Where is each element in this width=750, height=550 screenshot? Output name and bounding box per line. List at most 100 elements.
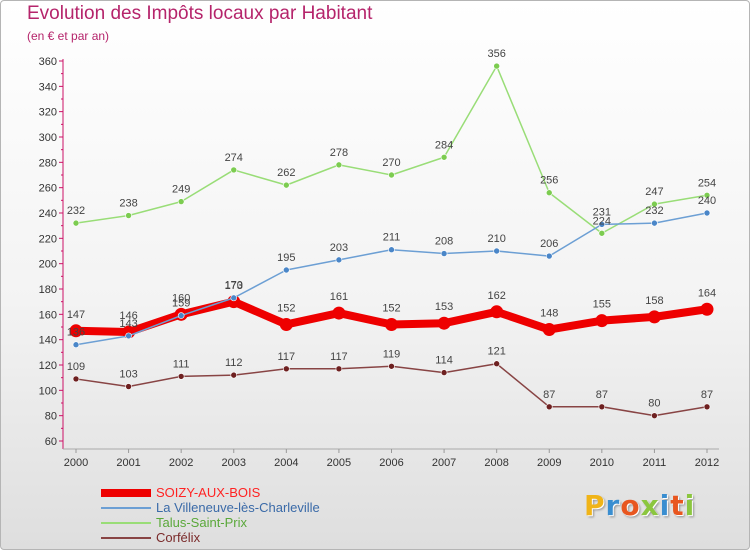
y-tick-label: 160 xyxy=(39,309,57,321)
proxiti-logo: Proxiti xyxy=(584,489,696,522)
y-tick-label: 180 xyxy=(39,284,57,296)
data-point xyxy=(598,221,606,228)
data-point xyxy=(493,247,500,255)
data-label: 158 xyxy=(645,295,663,307)
data-labels-layer: 147 146 160 170 152 161 152 153 162 148 155 158 164 1… xyxy=(67,48,716,410)
data-label: 160 xyxy=(172,292,190,304)
data-label: 249 xyxy=(172,184,190,196)
data-point xyxy=(125,212,132,219)
data-point xyxy=(72,219,80,227)
legend-label: La Villeneuve-lès-Charleville xyxy=(156,500,320,515)
data-point xyxy=(335,161,343,169)
data-label: 164 xyxy=(698,287,716,299)
data-point xyxy=(177,312,185,319)
y-tick-label: 220 xyxy=(39,233,57,245)
data-label: 231 xyxy=(593,206,611,218)
legend-item: Corfélix xyxy=(101,530,421,545)
data-point xyxy=(230,294,238,302)
data-point xyxy=(335,365,343,373)
x-tick-label: 2007 xyxy=(432,457,456,469)
data-point xyxy=(177,198,185,205)
data-point xyxy=(703,403,711,411)
data-label: 146 xyxy=(119,310,137,322)
data-label: 238 xyxy=(119,198,137,210)
data-point xyxy=(595,314,609,328)
x-tick-label: 2011 xyxy=(643,457,667,469)
data-point xyxy=(545,252,553,260)
data-label: 119 xyxy=(383,348,401,360)
data-point xyxy=(437,316,451,330)
legend-item: SOIZY-AUX-BOIS xyxy=(101,485,421,500)
y-tick-label: 280 xyxy=(39,157,57,169)
data-point xyxy=(283,266,290,274)
legend-item: Talus-Saint-Prix xyxy=(101,515,421,530)
x-tick-label: 2010 xyxy=(590,457,614,469)
data-label: 224 xyxy=(593,215,611,227)
data-point xyxy=(385,317,398,331)
data-point xyxy=(703,191,711,199)
x-tick-label: 2004 xyxy=(274,457,298,469)
data-label: 87 xyxy=(701,389,713,401)
series-layer xyxy=(69,62,714,419)
data-label: 87 xyxy=(596,389,608,401)
data-point xyxy=(335,256,343,264)
data-label: 210 xyxy=(487,233,505,245)
data-label: 114 xyxy=(435,355,453,367)
x-tick-label: 2003 xyxy=(222,457,246,469)
data-label: 155 xyxy=(593,299,611,311)
legend-label: SOIZY-AUX-BOIS xyxy=(156,485,261,500)
data-point xyxy=(230,166,238,174)
x-tick-label: 2006 xyxy=(379,457,403,469)
series-1 xyxy=(72,209,711,349)
data-label: 195 xyxy=(277,252,295,264)
data-label: 117 xyxy=(278,351,296,363)
data-label: 80 xyxy=(648,398,660,410)
data-point xyxy=(598,403,606,411)
series-line xyxy=(75,362,708,417)
data-label: 284 xyxy=(435,139,453,151)
data-label: 203 xyxy=(330,242,348,254)
data-point xyxy=(490,305,504,319)
data-label: 152 xyxy=(382,302,400,314)
x-tick-label: 2005 xyxy=(327,457,351,469)
series-2 xyxy=(72,62,711,237)
data-label: 211 xyxy=(383,232,401,244)
x-tick-label: 2008 xyxy=(484,457,508,469)
data-label: 274 xyxy=(225,152,243,164)
data-point xyxy=(388,362,395,370)
y-tick-label: 300 xyxy=(39,132,57,144)
y-tick-label: 340 xyxy=(39,81,57,93)
x-tick-label: 2002 xyxy=(169,457,193,469)
y-tick-label: 100 xyxy=(39,385,57,397)
data-label: 256 xyxy=(540,175,558,187)
data-point xyxy=(388,171,395,179)
legend-swatch xyxy=(101,537,151,539)
data-point xyxy=(493,62,500,70)
data-point xyxy=(651,200,658,208)
data-point xyxy=(647,310,661,324)
data-point xyxy=(703,209,711,217)
data-label: 87 xyxy=(543,389,555,401)
legend-swatch xyxy=(101,489,151,497)
data-point xyxy=(440,369,448,376)
x-tick-label: 2009 xyxy=(537,457,561,469)
data-label: 111 xyxy=(173,358,190,370)
axes: 60 80 100 120 140 160 180 200 220 240 260 280 300 320… xyxy=(39,56,720,469)
data-point xyxy=(651,412,658,419)
data-label: 103 xyxy=(119,369,137,381)
data-point xyxy=(72,341,80,349)
data-point xyxy=(177,373,185,380)
data-label: 143 xyxy=(119,318,137,330)
data-point xyxy=(493,360,500,368)
data-label: 159 xyxy=(172,298,190,310)
legend-swatch xyxy=(101,522,151,524)
data-point xyxy=(69,324,83,338)
data-label: 173 xyxy=(225,280,243,292)
legend-item: La Villeneuve-lès-Charleville xyxy=(101,500,421,515)
legend: SOIZY-AUX-BOIS La Villeneuve-lès-Charlevi… xyxy=(101,485,421,545)
y-tick-label: 140 xyxy=(39,335,57,347)
data-point xyxy=(545,189,553,197)
data-label: 232 xyxy=(67,205,85,217)
data-label: 232 xyxy=(645,205,663,217)
